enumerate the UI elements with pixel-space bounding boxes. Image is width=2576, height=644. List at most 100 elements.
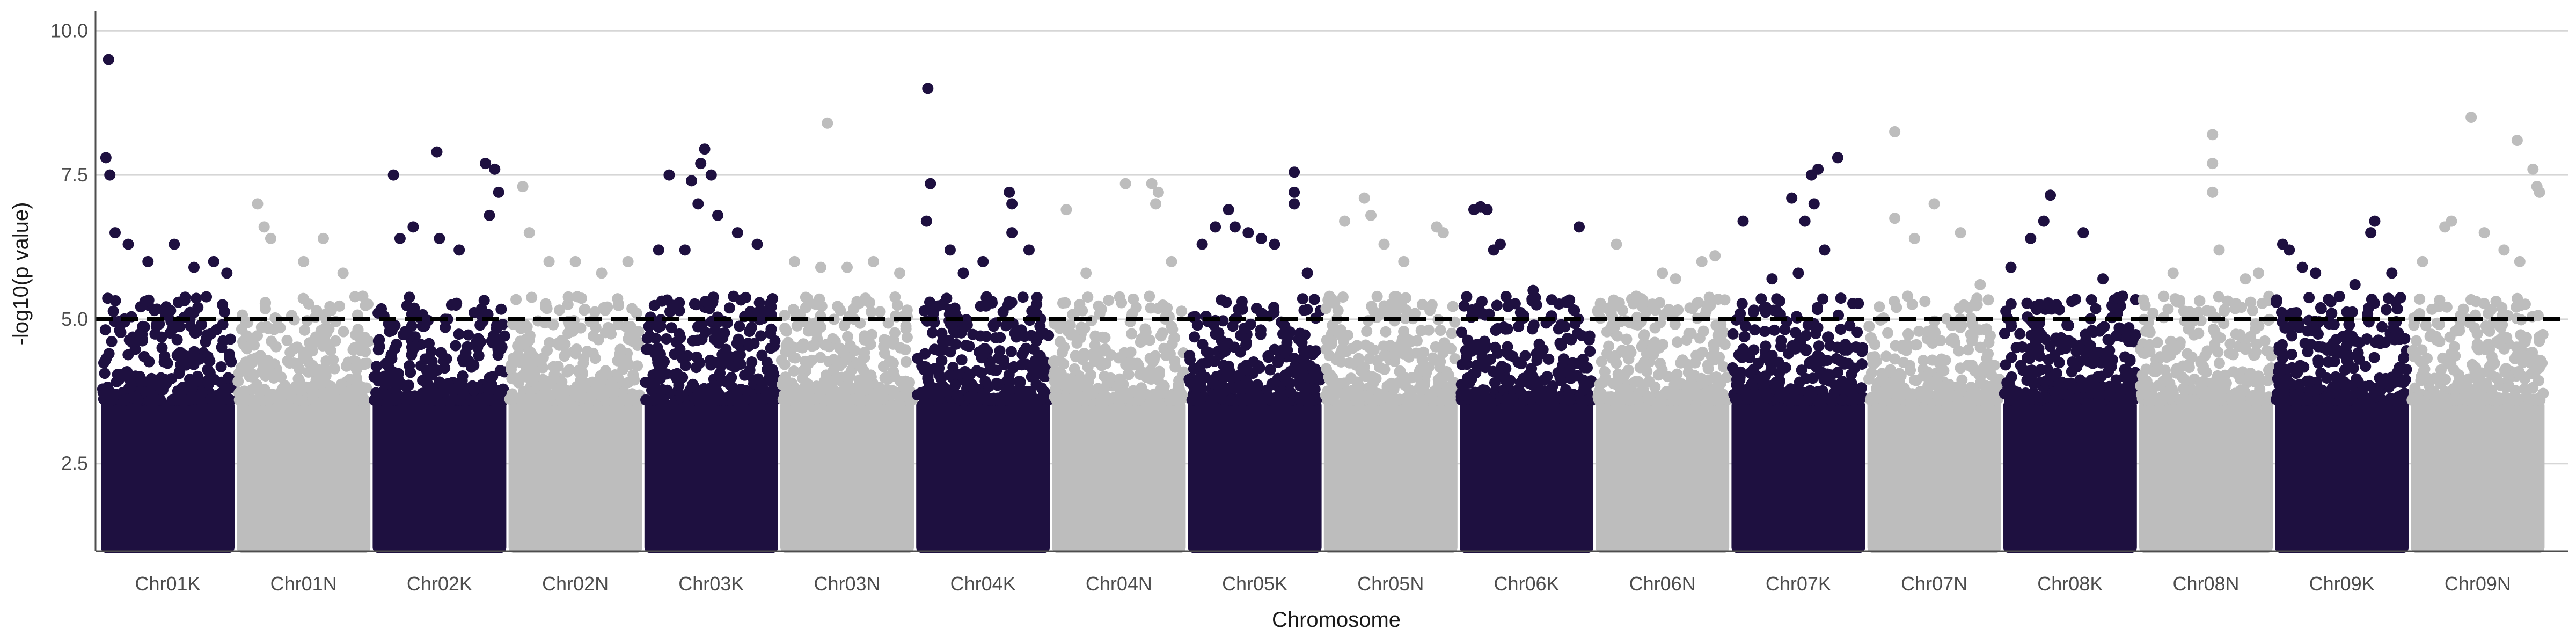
- snp-point: [1882, 327, 1894, 339]
- snp-point: [944, 304, 956, 316]
- top-hit-point: [2207, 129, 2219, 141]
- snp-point: [115, 327, 127, 339]
- snp-point: [1030, 335, 1042, 347]
- chromosome-Chr04K: [912, 83, 1055, 553]
- snp-point: [400, 394, 412, 406]
- snp-point: [1078, 348, 1090, 360]
- snp-point: [2164, 391, 2176, 403]
- top-hit-point: [523, 227, 535, 239]
- snp-point: [2199, 350, 2211, 362]
- snp-point: [1221, 337, 1233, 349]
- top-hit-point: [1301, 267, 1313, 279]
- snp-point: [808, 339, 820, 351]
- snp-point: [1030, 378, 1042, 390]
- snp-point: [1759, 352, 1771, 364]
- snp-point: [1298, 304, 1310, 316]
- snp-point: [1584, 346, 1596, 357]
- snp-point: [1913, 325, 1925, 337]
- snp-point: [1393, 394, 1404, 406]
- snp-point: [1378, 349, 1390, 361]
- snp-point: [1609, 378, 1621, 390]
- top-hit-point: [317, 232, 329, 244]
- snp-point: [1669, 318, 1681, 330]
- snp-point: [293, 394, 305, 406]
- snp-point: [1221, 366, 1233, 378]
- data-points: [97, 54, 2549, 553]
- top-hit-point: [2514, 255, 2526, 267]
- snp-point: [2414, 293, 2426, 305]
- snp-point: [733, 333, 744, 345]
- snp-point: [2193, 295, 2205, 307]
- snp-point: [275, 371, 287, 383]
- snp-point: [765, 323, 777, 335]
- snp-point: [2250, 318, 2262, 330]
- snp-point: [2369, 336, 2381, 348]
- snp-point: [674, 297, 685, 309]
- snp-point: [1768, 324, 1780, 336]
- top-hit-point: [2478, 227, 2490, 239]
- snp-point: [351, 364, 363, 376]
- top-hit-point: [298, 255, 310, 267]
- top-hit-point: [977, 255, 989, 267]
- snp-point: [179, 295, 191, 306]
- snp-point: [1610, 394, 1622, 406]
- snp-point: [315, 379, 327, 391]
- snp-point: [1174, 384, 1185, 396]
- snp-point: [257, 358, 269, 370]
- snp-point: [1835, 292, 1847, 304]
- snp-point: [1838, 357, 1850, 369]
- snp-point: [233, 367, 245, 379]
- snp-point: [2338, 388, 2350, 400]
- snp-point: [1504, 349, 1516, 361]
- snp-point: [1374, 361, 1386, 373]
- snp-point: [752, 306, 764, 318]
- snp-point: [118, 394, 130, 406]
- snp-point: [2207, 324, 2219, 335]
- snp-point: [2473, 383, 2485, 395]
- snp-point: [441, 353, 452, 365]
- snp-point: [2362, 308, 2374, 320]
- snp-point: [2245, 392, 2257, 404]
- snp-point: [201, 329, 213, 341]
- snp-point: [1226, 381, 1238, 393]
- snp-point: [1593, 393, 1605, 405]
- snp-point: [1250, 303, 1262, 314]
- snp-point: [1634, 362, 1646, 374]
- snp-point: [2201, 393, 2213, 405]
- dense-points-band: [1188, 400, 1322, 553]
- snp-point: [1380, 307, 1392, 319]
- snp-point: [2193, 327, 2205, 339]
- snp-point: [1093, 300, 1104, 312]
- y-tick-label: 10.0: [50, 19, 88, 41]
- snp-point: [922, 372, 934, 384]
- snp-point: [1435, 324, 1446, 336]
- top-hit-point: [705, 169, 717, 181]
- snp-point: [787, 393, 799, 405]
- snp-point: [748, 338, 760, 349]
- dense-points-band: [237, 400, 371, 553]
- snp-point: [2287, 394, 2299, 406]
- snp-point: [1982, 294, 1994, 306]
- snp-point: [2174, 394, 2186, 406]
- snp-point: [2055, 382, 2067, 393]
- snp-point: [2093, 394, 2105, 406]
- snp-point: [2311, 394, 2323, 406]
- snp-point: [1812, 322, 1824, 334]
- snp-point: [2067, 356, 2079, 368]
- snp-point: [2277, 353, 2288, 364]
- snp-point: [174, 366, 186, 378]
- snp-point: [2529, 393, 2541, 405]
- snp-point: [2184, 306, 2196, 318]
- top-hit-point: [2005, 261, 2017, 273]
- snp-point: [1322, 385, 1334, 397]
- snp-point: [330, 335, 341, 347]
- snp-point: [1845, 383, 1856, 395]
- top-hit-point: [517, 181, 529, 193]
- top-hit-point: [2077, 227, 2089, 239]
- y-tick-label: 7.5: [61, 164, 88, 186]
- snp-point: [1980, 380, 1992, 392]
- snp-point: [1632, 319, 1644, 331]
- chromosome-Chr06K: [1455, 201, 1598, 553]
- snp-point: [2388, 332, 2399, 343]
- top-hit-point: [1974, 279, 1986, 290]
